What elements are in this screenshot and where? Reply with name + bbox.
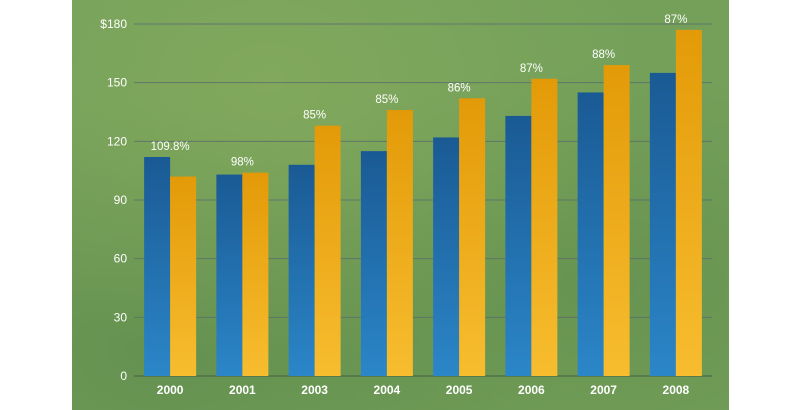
x-tick-label: 2008 (663, 383, 690, 397)
y-tick-label: 150 (107, 76, 127, 90)
bar-orange (386, 110, 413, 377)
bar-blue (216, 174, 243, 376)
y-axis-ticks: 0 30 60 90 120 150 $180 (100, 17, 127, 383)
x-tick-label: 2006 (518, 383, 545, 397)
bar-orange (314, 125, 341, 376)
data-label: 98% (231, 157, 254, 169)
bar-orange (603, 65, 630, 377)
x-tick-label: 2000 (157, 383, 184, 397)
x-tick-label: 2005 (446, 383, 473, 397)
data-label: 88% (592, 49, 615, 61)
data-label: 109.8% (151, 141, 190, 153)
bar-blue (577, 92, 604, 376)
y-tick-label: 60 (114, 252, 128, 266)
bar-orange (459, 98, 486, 377)
bar-blue (505, 115, 532, 377)
bar-blue (649, 72, 676, 376)
data-label: 87% (664, 14, 687, 26)
data-label: 85% (375, 94, 398, 106)
bar-blue (360, 151, 387, 376)
data-label: 86% (448, 82, 471, 94)
x-tick-label: 2004 (374, 383, 401, 397)
bar-blue (288, 164, 315, 376)
y-tick-label: 0 (120, 369, 127, 383)
data-label: 87% (520, 63, 543, 75)
y-tick-label: 30 (114, 310, 128, 324)
bars (144, 29, 702, 377)
data-label: 85% (303, 110, 326, 122)
x-tick-label: 2001 (229, 383, 256, 397)
bar-orange (531, 78, 558, 376)
bar-orange (675, 29, 702, 376)
bar-chart: 0 30 60 90 120 150 $180 109.8% 98% 85% 85% 86% 87% 8… (100, 14, 712, 397)
x-tick-label: 2003 (301, 383, 328, 397)
bar-blue (433, 137, 460, 376)
chart-panel: 0 30 60 90 120 150 $180 109.8% 98% 85% 85% 86% 87% 8… (72, 0, 729, 410)
y-tick-label: 90 (114, 193, 128, 207)
bar-orange (242, 172, 269, 376)
y-tick-label: 120 (107, 134, 127, 148)
x-tick-label: 2007 (590, 383, 617, 397)
bar-blue (144, 156, 171, 376)
y-tick-label: $180 (100, 17, 127, 31)
bar-orange (170, 176, 197, 376)
x-axis-ticks: 2000 2001 2003 2004 2005 2006 2007 2008 (157, 383, 690, 397)
data-labels: 109.8% 98% 85% 85% 86% 87% 88% 87% (151, 14, 688, 169)
